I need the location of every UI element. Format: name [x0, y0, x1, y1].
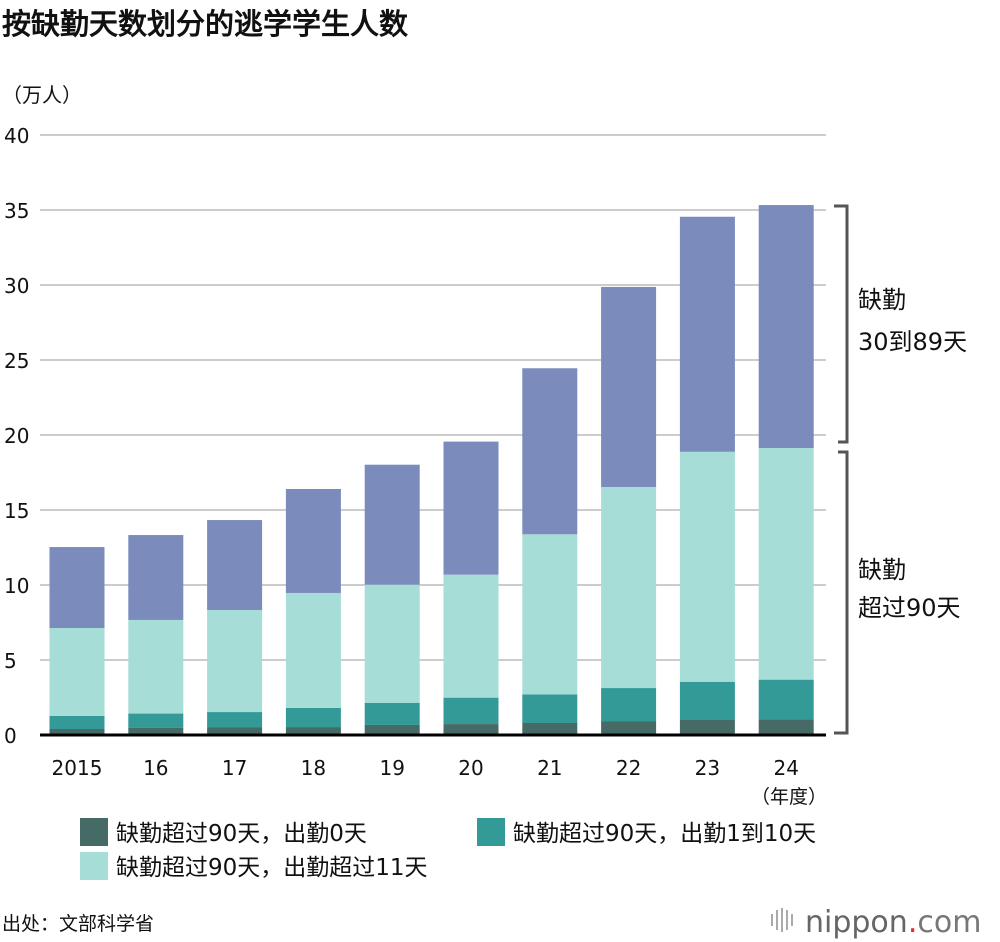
x-tick-label: 20 — [458, 756, 483, 780]
legend-swatch — [80, 818, 108, 846]
annotation-over-90: 缺勤超过90天 — [858, 556, 961, 622]
bar-segment — [285, 708, 341, 728]
y-tick-label: 10 — [4, 574, 29, 598]
legend-label: 缺勤超过90天，出勤超过11天 — [116, 855, 428, 881]
bar-segment — [364, 584, 420, 703]
x-tick-label: 17 — [222, 756, 247, 780]
bar-segment — [207, 610, 263, 713]
legend-swatch — [477, 818, 505, 846]
bar-segment — [601, 721, 657, 735]
bar-segment — [522, 368, 578, 535]
bar-segment — [758, 719, 814, 735]
bar-segment — [601, 487, 657, 689]
bar-segment — [443, 574, 499, 698]
legend-swatch — [80, 852, 108, 880]
bar-segment — [207, 727, 263, 735]
legend-label: 缺勤超过90天，出勤0天 — [116, 821, 367, 847]
bar-segment — [443, 724, 499, 735]
y-tick-label: 15 — [4, 499, 29, 523]
annotation-30-89: 缺勤 30到89天 — [858, 286, 967, 356]
bar-segment — [364, 702, 420, 725]
y-tick-label: 35 — [4, 199, 29, 223]
bar-segment — [128, 535, 184, 620]
x-tick-label: 18 — [301, 756, 326, 780]
bar-segment — [758, 679, 814, 720]
y-tick-label: 20 — [4, 424, 29, 448]
y-tick-label: 5 — [4, 649, 17, 673]
bar-segment — [285, 727, 341, 735]
y-tick-label: 40 — [4, 124, 29, 148]
bar-segment — [285, 489, 341, 593]
x-tick-label: 24 — [773, 756, 798, 780]
y-tick-label: 0 — [4, 724, 17, 748]
bar-segment — [128, 619, 184, 714]
x-tick-label: 22 — [616, 756, 641, 780]
chart-title: 按缺勤天数划分的逃学学生人数 — [2, 7, 409, 41]
bar-segment — [679, 681, 735, 720]
x-tick-label: 23 — [695, 756, 720, 780]
bar-segment — [679, 451, 735, 682]
bar-segment — [679, 216, 735, 452]
x-tick-label: 16 — [143, 756, 168, 780]
bar-segment — [207, 712, 263, 728]
y-tick-label: 30 — [4, 274, 29, 298]
bar-segment — [601, 286, 657, 488]
bar-segment — [207, 520, 263, 611]
bar-segment — [679, 720, 735, 735]
x-tick-label: 21 — [537, 756, 562, 780]
bar-segment — [49, 547, 105, 629]
bar-segment — [49, 628, 105, 716]
source: 出处：文部科学省 — [2, 913, 154, 935]
bar-segment — [128, 727, 184, 735]
brackets — [834, 204, 849, 735]
bar-segment — [364, 464, 420, 585]
bar-segment — [601, 688, 657, 722]
bar-segment — [522, 723, 578, 735]
y-tick-label: 25 — [4, 349, 29, 373]
bar-segment — [522, 694, 578, 723]
bar-segment — [443, 441, 499, 575]
x-tick-label: 19 — [379, 756, 404, 780]
bar-segment — [128, 713, 184, 728]
bar-segment — [49, 715, 105, 729]
x-axis-label: （年度） — [751, 786, 827, 808]
bar-segment — [758, 448, 814, 680]
bar-segment — [443, 697, 499, 725]
bar-segment — [522, 534, 578, 695]
bar-segment — [364, 724, 420, 735]
nippon-logo: nippon.com — [771, 905, 981, 940]
bar-segment — [49, 729, 105, 735]
legend-label: 缺勤超过90天，出勤1到10天 — [513, 821, 816, 847]
bar-segment — [758, 205, 814, 449]
svg-text:nippon.com: nippon.com — [805, 905, 981, 940]
bar-segment — [285, 592, 341, 708]
x-tick-label: 2015 — [52, 756, 103, 780]
y-axis-label: （万人） — [2, 83, 82, 107]
